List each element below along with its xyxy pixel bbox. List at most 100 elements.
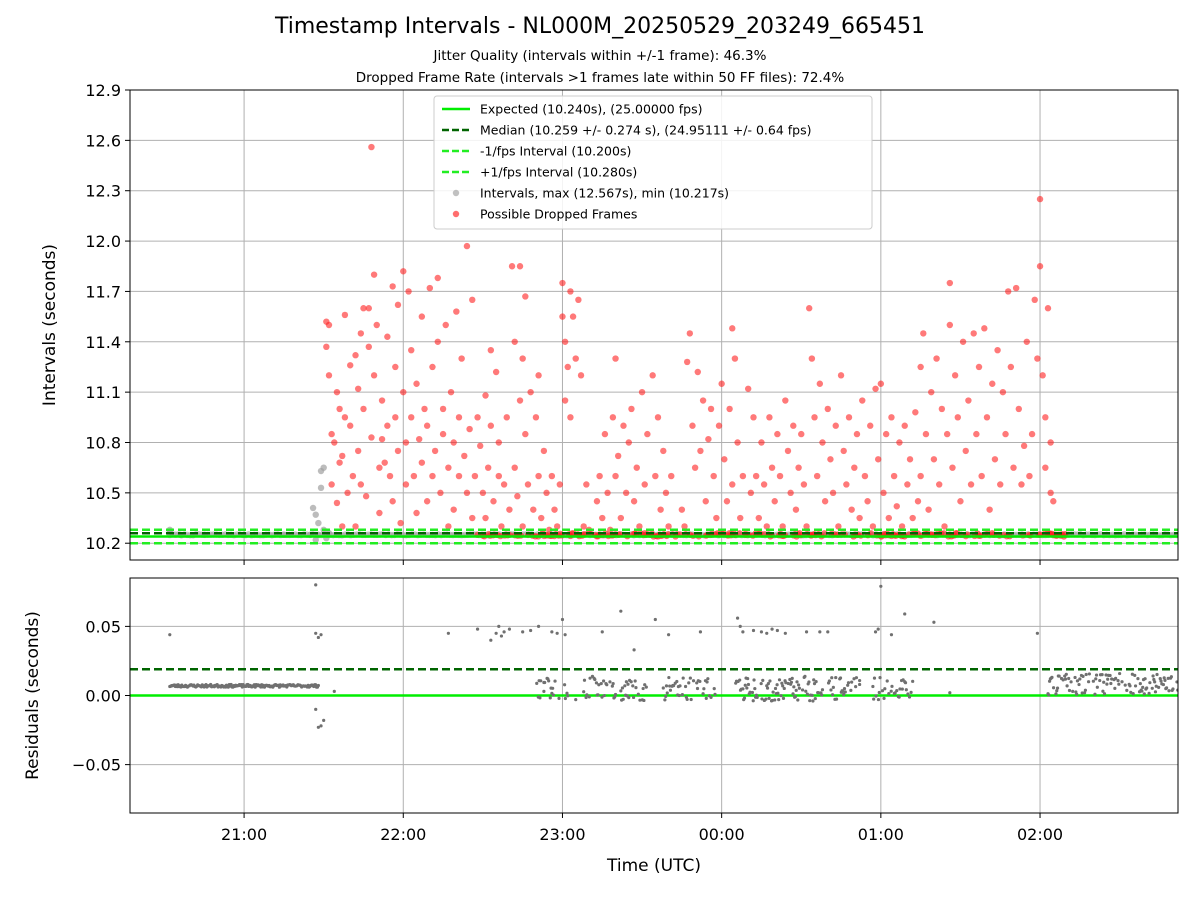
dropped-frame-point [843,481,850,488]
dropped-frame-point [1042,464,1049,471]
dropped-frame-point [758,439,765,446]
residual-point [879,584,883,588]
residual-point [812,678,816,682]
residual-point [1150,686,1154,690]
dropped-frame-point [946,321,954,329]
dropped-frame-point [800,481,808,488]
residual-point [507,627,512,631]
legend-entry: Expected (10.240s), (25.00000 fps) [480,102,702,117]
residual-point [811,699,815,703]
residual-point [738,678,742,682]
dropped-frame-point [981,325,988,332]
dropped-frame-point [986,506,993,513]
residual-point [852,677,856,681]
legend: Expected (10.240s), (25.00000 fps) Median… [433,95,873,230]
y-tick-label: 11.7 [85,282,121,301]
residual-point [1055,686,1060,690]
dropped-frame-point [561,397,569,404]
residual-point [808,699,812,703]
residual-point [1081,674,1085,678]
residual-point [782,686,786,691]
dropped-frame-point [384,422,391,429]
residual-point [1093,692,1097,696]
residual-point [783,631,787,635]
y-tick-label: 10.8 [85,434,121,453]
dropped-frame-point [1031,296,1038,304]
x-tick-label: 02:00 [1017,825,1063,844]
residual-point [906,692,910,696]
residual-point [781,696,786,700]
dropped-frame-point [614,452,622,460]
dropped-frame-point [710,472,717,480]
residual-point [702,687,706,691]
residual-point [643,683,647,687]
residual-point [827,679,831,683]
dropped-frame-point [898,523,906,530]
dropped-frame-point [593,498,601,505]
residual-point [907,695,912,699]
dropped-frame-point [535,472,542,480]
dropped-frame-point [768,464,776,471]
dropped-frame-point [816,380,824,387]
dropped-frame-point [495,472,502,480]
dropped-frame-point [999,388,1007,396]
dropped-frame-point [941,523,948,530]
dropped-frame-point [837,372,845,379]
dropped-frame-point [983,414,991,421]
residual-point [872,676,877,680]
dropped-frame-point [806,305,813,312]
residual-point [1154,684,1158,688]
residual-point [932,620,936,624]
dropped-frame-point [458,355,465,362]
residual-point [876,627,880,631]
residual-point [803,674,807,679]
dropped-frame-point [331,439,338,446]
dropped-frame-point [511,338,518,345]
residual-point [1047,679,1052,683]
dropped-frame-point [386,472,394,480]
chart-title: Timestamp Intervals - NL000M_20250529_20… [274,14,926,39]
residual-point [529,628,533,633]
residual-point [1098,678,1102,683]
dropped-frame-point [954,414,961,421]
dropped-frame-point [848,506,855,513]
dropped-frame-point [752,472,760,480]
dropped-frame-point [922,430,930,438]
dropped-frame-point [333,499,341,507]
dropped-frame-point [832,422,839,429]
residual-point [1138,682,1142,686]
residual-point [499,634,504,638]
dropped-frame-point [408,414,415,421]
residual-point [665,691,669,695]
residual-point [605,683,609,687]
dropped-frame-point [354,385,362,392]
dropped-frame-point [347,422,354,429]
dropped-frame-point [628,405,635,413]
residual-point [1114,676,1118,680]
dropped-frame-point [736,530,743,537]
dropped-frame-point [397,519,404,527]
residual-point [793,694,798,699]
residual-point [584,695,588,700]
residual-point [314,583,318,587]
residual-point [1057,674,1061,678]
dropped-frame-point [442,321,449,329]
dropped-frame-point [553,523,561,530]
residual-point [775,628,779,633]
residual-point [319,633,323,637]
dropped-frame-point [1026,472,1033,480]
dropped-frame-point [328,481,335,488]
dropped-frame-point [354,447,362,455]
residual-point [574,698,578,702]
residual-point [1100,673,1104,677]
residual-point [1136,677,1140,681]
dropped-frame-point [495,439,502,446]
dropped-frame-point [426,284,434,292]
dropped-frame-point [933,355,940,362]
dropped-frame-point [928,388,935,396]
residual-point [550,630,554,634]
residual-point [1133,673,1137,677]
dropped-frame-point [325,321,333,329]
residual-point [599,681,603,686]
residual-point [883,687,887,691]
